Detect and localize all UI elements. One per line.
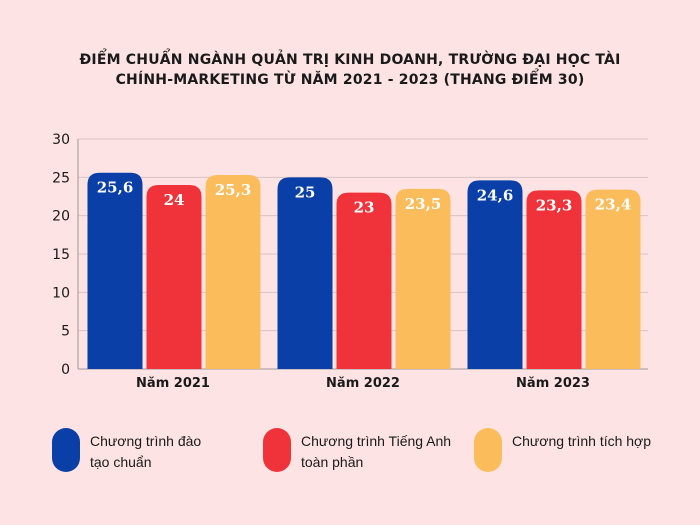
legend-label-english: Chương trình Tiếng Anh toàn phần [301,431,451,473]
bar [467,180,523,369]
data-label: 25,6 [97,179,134,197]
legend-swatch-english [263,428,291,472]
bar [277,177,333,369]
x-category-label: Năm 2021 [136,376,210,391]
data-label: 25 [295,183,316,201]
legend-swatch-standard [52,428,80,472]
y-tick-label: 20 [52,209,70,225]
x-category-label: Năm 2022 [326,376,400,391]
data-label: 24,6 [477,186,514,204]
legend-item-english: Chương trình Tiếng Anh toàn phần [263,428,451,473]
legend-item-standard: Chương trình đào tạo chuẩn [52,428,201,473]
bar [205,175,261,369]
legend-label-integrated: Chương trình tích hợp [512,431,651,452]
legend-swatch-integrated [474,428,502,472]
data-label: 23,3 [536,196,573,214]
chart-title-line-1: ĐIỂM CHUẨN NGÀNH QUẢN TRỊ KINH DOANH, TR… [79,52,621,68]
chart-title-line-2: CHÍNH-MARKETING TỪ NĂM 2021 - 2023 (THAN… [115,72,585,88]
y-tick-label: 10 [52,285,70,301]
data-label: 23,4 [595,196,632,214]
data-label: 23 [354,199,375,217]
x-category-label: Năm 2023 [516,376,590,391]
bar [526,190,582,369]
y-tick-label: 5 [61,324,70,340]
bar [336,192,392,369]
legend-label-standard-line-2: tạo chuẩn [90,454,152,470]
data-label: 24 [164,191,185,209]
legend-label-standard-line-1: Chương trình đào [90,433,202,449]
y-tick-label: 0 [61,362,70,378]
y-tick-label: 15 [52,247,70,263]
legend-label-standard: Chương trình đào tạo chuẩn [90,431,201,473]
legend-label-english-line-2: toàn phần [301,454,364,470]
legend-item-integrated: Chương trình tích hợp [474,428,651,472]
data-label: 23,5 [405,195,442,213]
legend-label-integrated-line-1: Chương trình tích hợp [512,433,652,449]
legend-label-english-line-1: Chương trình Tiếng Anh [301,433,452,449]
bar [146,185,202,369]
y-tick-label: 25 [52,170,70,186]
data-label: 25,3 [215,181,252,199]
bar [395,188,451,369]
y-tick-label: 30 [52,132,70,148]
bar [585,189,641,369]
bar [87,172,143,369]
